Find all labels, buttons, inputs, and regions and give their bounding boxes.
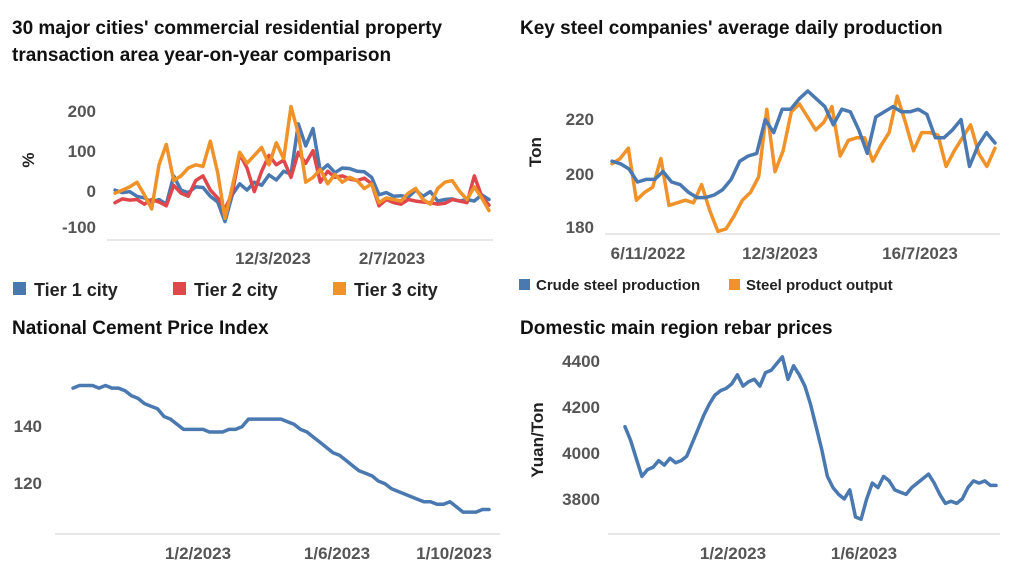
legend-label: Tier 1 city bbox=[34, 280, 118, 300]
series-line-cement-index bbox=[71, 383, 491, 514]
series-line-tier-3-city bbox=[113, 104, 491, 221]
x-tick-label: 2/7/2023 bbox=[359, 249, 425, 268]
series-line-rebar-price bbox=[623, 355, 998, 521]
chart-title: National Cement Price Index bbox=[12, 318, 269, 339]
legend-label: Tier 2 city bbox=[194, 280, 278, 300]
y-tick-label: 4200 bbox=[562, 398, 600, 417]
chart-property-transaction: 30 major cities' commercial residential … bbox=[12, 18, 493, 300]
y-axis-label: Yuan/Ton bbox=[528, 402, 547, 477]
y-tick-label: 4000 bbox=[562, 444, 600, 463]
y-tick-label: 100 bbox=[68, 142, 96, 161]
chart-title: Key steel companies' average daily produ… bbox=[520, 18, 943, 39]
chart-title-line-1: 30 major cities' commercial residential … bbox=[12, 18, 443, 39]
chart-title: Domestic main region rebar prices bbox=[520, 318, 833, 339]
y-tick-label: 0 bbox=[87, 182, 96, 201]
series-line-steel-product-output bbox=[610, 94, 997, 234]
x-tick-label: 12/3/2023 bbox=[742, 244, 818, 263]
series-line-crude-steel-production bbox=[610, 89, 997, 200]
legend: Crude steel production Steel product out… bbox=[519, 277, 893, 294]
chart-cement-price-index: National Cement Price Index 140 120 1/2/… bbox=[12, 318, 500, 563]
x-tick-label: 6/11/2022 bbox=[611, 244, 686, 263]
legend-swatch bbox=[729, 279, 740, 290]
y-axis-label: % bbox=[19, 152, 38, 167]
y-tick-label: 4400 bbox=[562, 352, 600, 371]
legend: Tier 1 city Tier 2 city Tier 3 city bbox=[13, 280, 438, 300]
y-tick-label: 120 bbox=[14, 474, 42, 493]
legend-label: Steel product output bbox=[746, 277, 893, 294]
legend-swatch bbox=[333, 282, 346, 295]
x-tick-label: 1/2/2023 bbox=[165, 544, 231, 563]
x-tick-label: 1/10/2023 bbox=[416, 544, 492, 563]
legend-swatch bbox=[13, 282, 26, 295]
y-axis-label: Ton bbox=[526, 137, 545, 167]
chart-rebar-prices: Domestic main region rebar prices Yuan/T… bbox=[520, 318, 1000, 563]
y-tick-label: 3800 bbox=[562, 490, 600, 509]
y-tick-label: 200 bbox=[566, 165, 594, 184]
legend-swatch bbox=[173, 282, 186, 295]
y-tick-label: 220 bbox=[566, 110, 594, 129]
y-tick-label: 200 bbox=[68, 102, 96, 121]
x-tick-label: 1/6/2023 bbox=[831, 544, 897, 563]
y-tick-label: -100 bbox=[62, 218, 96, 237]
x-tick-label: 12/3/2023 bbox=[235, 249, 311, 268]
chart-steel-production: Key steel companies' average daily produ… bbox=[519, 18, 1000, 294]
legend-label: Tier 3 city bbox=[354, 280, 438, 300]
y-tick-label: 140 bbox=[14, 417, 42, 436]
y-tick-label: 180 bbox=[566, 218, 594, 237]
legend-swatch bbox=[519, 279, 530, 290]
x-tick-label: 1/2/2023 bbox=[700, 544, 766, 563]
chart-title-line-2: transaction area year-on-year comparison bbox=[12, 45, 391, 66]
x-tick-label: 1/6/2023 bbox=[304, 544, 370, 563]
x-tick-label: 16/7/2023 bbox=[882, 244, 958, 263]
legend-label: Crude steel production bbox=[536, 277, 700, 294]
series-line-tier-1-city bbox=[113, 122, 491, 224]
